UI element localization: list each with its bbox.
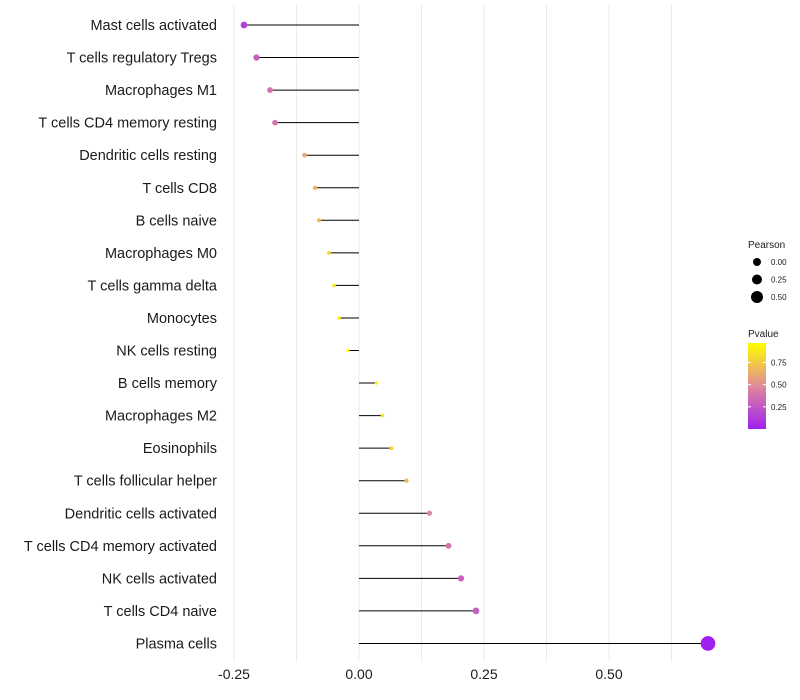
size-legend-label: 0.00 <box>771 258 787 267</box>
color-legend-label: 0.75 <box>771 359 787 368</box>
size-legend-label: 0.25 <box>771 276 787 285</box>
grid-lines <box>233 5 672 662</box>
size-legend-key <box>751 291 763 303</box>
category-label: T cells CD8 <box>142 181 217 197</box>
size-legend-title: Pearson <box>748 240 785 251</box>
lollipop-point <box>374 381 379 385</box>
lollipop-point <box>253 54 260 61</box>
lollipop-point <box>426 510 433 516</box>
category-label: Monocytes <box>147 311 217 327</box>
lollipop-point <box>380 413 385 418</box>
category-label: T cells CD4 naive <box>104 604 217 620</box>
color-legend-label: 0.25 <box>771 403 787 412</box>
category-label: B cells memory <box>118 376 218 392</box>
lollipop-point <box>389 446 394 451</box>
lollipop-point <box>316 218 322 223</box>
category-label: B cells naive <box>136 213 217 229</box>
category-label: Eosinophils <box>143 441 217 457</box>
category-labels: Mast cells activated T cells regulatory T… <box>24 18 218 652</box>
lollipop-point <box>445 542 452 549</box>
category-label: T cells CD4 memory activated <box>24 539 217 555</box>
lollipop-point <box>337 316 341 320</box>
size-legend-label: 0.50 <box>771 293 787 302</box>
color-legend-bar <box>748 343 766 429</box>
category-label: Macrophages M1 <box>105 83 217 99</box>
legend: Pearson 0.00 0.25 0.50 Pvalue 0.75 0.50 0.25 <box>748 240 787 429</box>
lollipop-point <box>302 152 307 158</box>
lollipop-point <box>457 575 465 582</box>
x-tick-label: 0.50 <box>595 666 622 682</box>
lollipop-point <box>346 348 350 353</box>
category-label: Mast cells activated <box>90 18 217 34</box>
lollipop-points <box>240 21 716 651</box>
lollipop-point <box>332 283 336 288</box>
lollipop-point <box>272 119 278 126</box>
lollipop-point <box>312 185 318 190</box>
size-legend-key <box>753 258 761 266</box>
lollipop-point <box>267 87 273 94</box>
lollipop-point <box>700 636 716 651</box>
lollipop-point <box>327 250 331 255</box>
lollipop-stems <box>244 24 708 644</box>
x-tick-label: 0.25 <box>470 666 497 682</box>
category-label: Macrophages M0 <box>105 246 217 262</box>
category-label: Macrophages M2 <box>105 409 217 425</box>
color-legend-label: 0.50 <box>771 381 787 390</box>
category-label: NK cells activated <box>102 571 217 587</box>
x-tick-label: 0.00 <box>345 666 372 682</box>
lollipop-point <box>240 21 248 29</box>
category-label: Plasma cells <box>136 636 217 652</box>
category-label: T cells follicular helper <box>74 474 217 490</box>
lollipop-point <box>404 478 409 483</box>
x-axis-tick-labels: -0.25 0.00 0.25 0.50 <box>218 666 623 682</box>
x-tick-label: -0.25 <box>218 666 250 682</box>
category-label: T cells gamma delta <box>88 278 218 294</box>
color-legend-title: Pvalue <box>748 329 779 340</box>
category-label: T cells CD4 memory resting <box>38 116 217 132</box>
category-label: NK cells resting <box>116 344 217 360</box>
lollipop-point <box>472 607 480 615</box>
category-label: T cells regulatory Tregs <box>67 51 217 67</box>
category-label: Dendritic cells resting <box>79 148 217 164</box>
category-label: Dendritic cells activated <box>65 506 217 522</box>
size-legend-key <box>752 274 762 285</box>
